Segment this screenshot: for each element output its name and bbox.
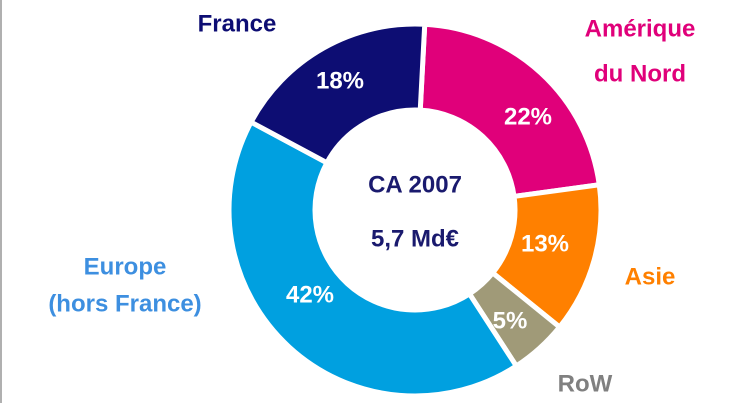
center-line: 5,7 Md€ xyxy=(371,225,459,252)
category-label: Amérique xyxy=(585,15,696,42)
category-label: France xyxy=(198,10,277,37)
slice-value-label: 22% xyxy=(504,103,552,130)
category-label: Asie xyxy=(625,263,676,290)
slice-value-label: 5% xyxy=(493,307,528,334)
slice-value-label: 18% xyxy=(316,67,364,94)
category-label: Europe xyxy=(84,253,167,280)
category-label: (hors France) xyxy=(48,290,201,317)
donut-slice xyxy=(417,21,603,200)
slice-value-label: 42% xyxy=(286,281,334,308)
center-line: CA 2007 xyxy=(368,171,462,198)
slice-value-label: 13% xyxy=(521,230,569,257)
category-label: du Nord xyxy=(594,60,686,87)
donut-slice xyxy=(247,21,428,167)
category-label: RoW xyxy=(558,370,613,397)
donut-slice xyxy=(226,118,520,399)
